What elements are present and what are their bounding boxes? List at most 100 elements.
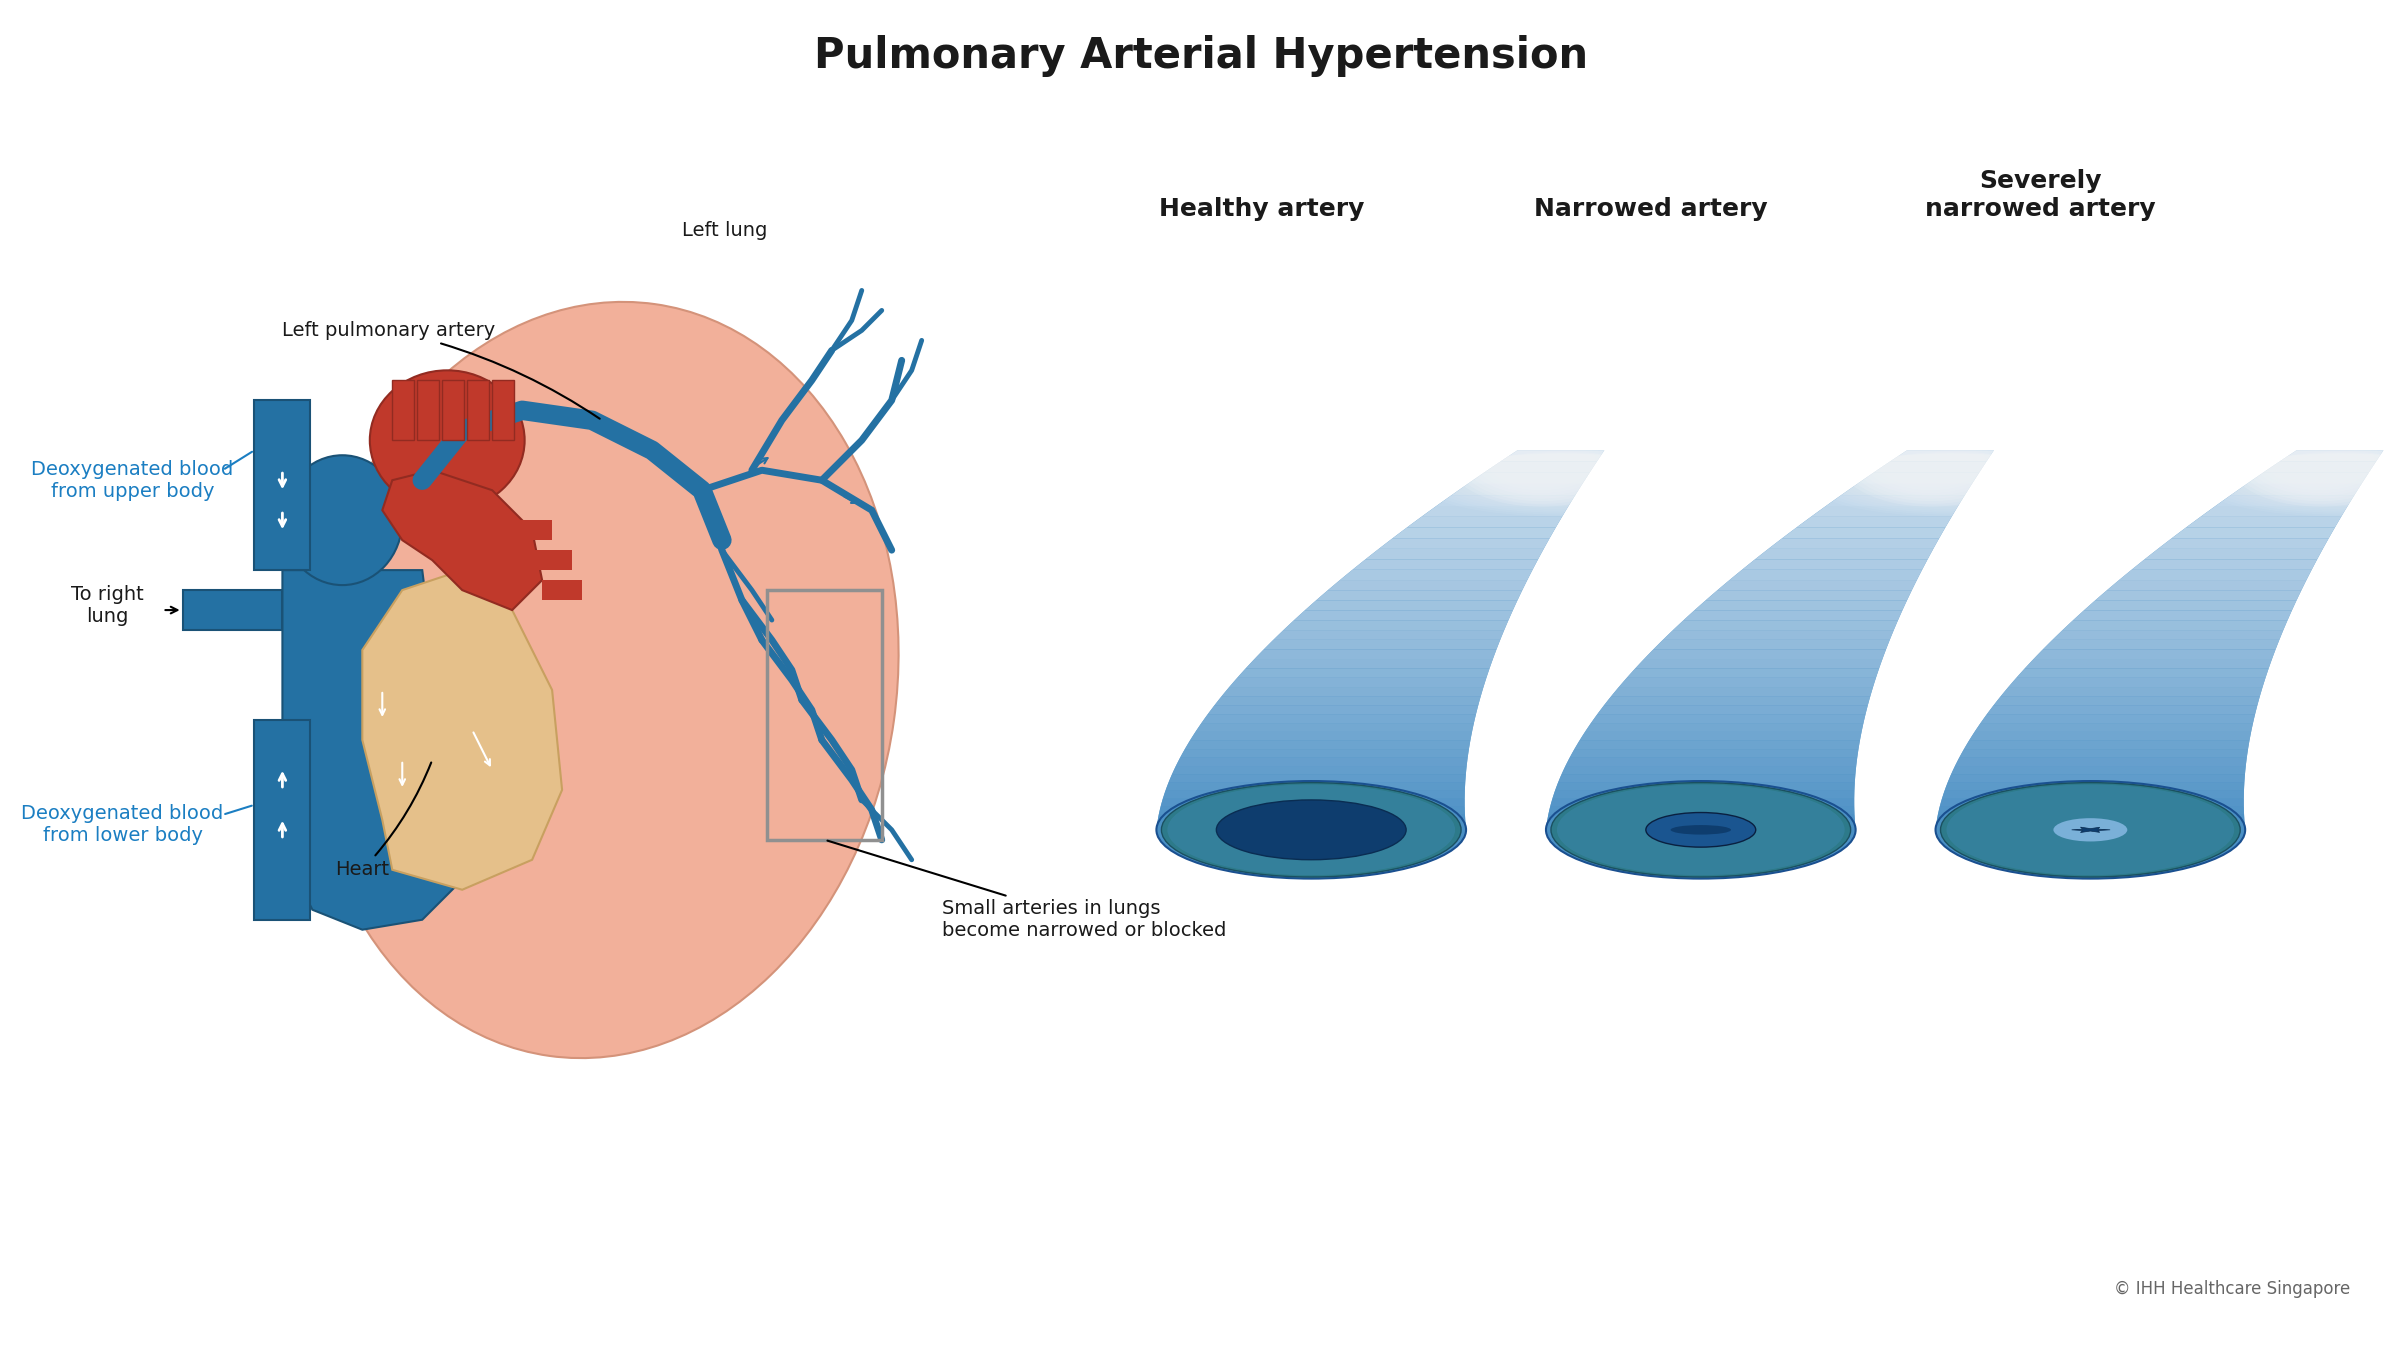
Polygon shape [1284, 620, 1507, 630]
Ellipse shape [1670, 825, 1730, 834]
Bar [391, 381, 415, 440]
Polygon shape [1406, 517, 1562, 528]
Polygon shape [1157, 814, 1466, 822]
Text: Narrowed artery: Narrowed artery [1534, 197, 1769, 220]
Ellipse shape [1454, 417, 1630, 504]
Bar [442, 381, 463, 440]
Polygon shape [1164, 791, 1464, 799]
Polygon shape [1222, 687, 1483, 697]
Polygon shape [382, 470, 542, 610]
Ellipse shape [1558, 784, 1846, 875]
Bar [768, 590, 881, 840]
Polygon shape [1706, 590, 1913, 601]
Bar [468, 381, 490, 440]
Polygon shape [1682, 610, 1903, 620]
Ellipse shape [305, 302, 898, 1058]
Ellipse shape [2218, 454, 2400, 510]
Polygon shape [1548, 814, 1855, 822]
Polygon shape [1874, 462, 1987, 472]
Text: Left pulmonary artery: Left pulmonary artery [283, 321, 600, 418]
Ellipse shape [2227, 414, 2400, 506]
Ellipse shape [283, 455, 403, 585]
Polygon shape [1673, 620, 1898, 630]
Polygon shape [2119, 570, 2311, 580]
Polygon shape [1555, 783, 1855, 791]
Polygon shape [1618, 678, 1877, 687]
Polygon shape [1994, 697, 2261, 705]
Polygon shape [2062, 620, 2287, 630]
Ellipse shape [1464, 423, 1618, 498]
Ellipse shape [1481, 431, 1601, 490]
Polygon shape [1181, 749, 1469, 757]
Polygon shape [2246, 472, 2369, 485]
Polygon shape [1339, 570, 1534, 580]
Polygon shape [1858, 472, 1980, 485]
Bar [254, 720, 310, 919]
Polygon shape [1392, 528, 1555, 539]
Polygon shape [1783, 528, 1946, 539]
Polygon shape [1826, 495, 1966, 506]
Polygon shape [1548, 806, 1855, 814]
Ellipse shape [2206, 454, 2400, 514]
Polygon shape [1570, 749, 1858, 757]
Ellipse shape [1217, 801, 1406, 860]
Polygon shape [2083, 601, 2297, 610]
Polygon shape [2042, 640, 2280, 649]
Polygon shape [1769, 539, 1939, 549]
Ellipse shape [1476, 428, 1606, 493]
Text: To right
lung: To right lung [72, 585, 144, 625]
Polygon shape [1956, 757, 2246, 765]
Ellipse shape [1166, 784, 1454, 875]
Ellipse shape [2254, 428, 2386, 493]
Ellipse shape [2232, 417, 2400, 504]
Polygon shape [1644, 649, 1886, 659]
Polygon shape [2107, 580, 2306, 590]
Polygon shape [1610, 687, 1872, 697]
Ellipse shape [2249, 425, 2390, 495]
Ellipse shape [1942, 783, 2239, 878]
Ellipse shape [1865, 428, 1997, 493]
Polygon shape [1841, 485, 1973, 495]
Text: © IHH Healthcare Singapore: © IHH Healthcare Singapore [2114, 1280, 2350, 1299]
Ellipse shape [1447, 414, 1634, 506]
Polygon shape [1937, 806, 2244, 814]
Bar [511, 520, 552, 540]
Text: Healthy artery: Healthy artery [1159, 197, 1363, 220]
Polygon shape [1169, 775, 1466, 783]
Polygon shape [2071, 828, 2110, 833]
Polygon shape [2033, 649, 2275, 659]
Text: Deoxygenated blood
from lower body: Deoxygenated blood from lower body [22, 805, 223, 845]
Ellipse shape [1826, 454, 2074, 510]
Polygon shape [1937, 814, 2244, 822]
Ellipse shape [1812, 454, 2090, 517]
Polygon shape [1546, 451, 1994, 830]
Ellipse shape [1421, 454, 1699, 517]
Polygon shape [1565, 757, 1858, 765]
Bar [254, 401, 310, 570]
Polygon shape [1627, 668, 1879, 678]
Polygon shape [1949, 775, 2244, 783]
Polygon shape [1603, 697, 1870, 705]
Polygon shape [1795, 517, 1951, 528]
Polygon shape [1366, 549, 1543, 559]
Polygon shape [1958, 749, 2249, 757]
Polygon shape [1166, 783, 1466, 791]
Ellipse shape [1550, 783, 1850, 878]
Ellipse shape [2213, 454, 2400, 513]
Polygon shape [1598, 705, 1867, 714]
Polygon shape [1891, 451, 1994, 462]
Ellipse shape [1433, 454, 1690, 513]
Text: Severely
narrowed artery: Severely narrowed artery [1925, 169, 2155, 220]
Ellipse shape [1848, 420, 2014, 501]
Polygon shape [1546, 822, 1855, 830]
Text: Left lung: Left lung [682, 221, 768, 240]
Ellipse shape [1860, 425, 2002, 495]
Bar [533, 551, 571, 570]
Polygon shape [2201, 506, 2347, 517]
Ellipse shape [1646, 813, 1757, 848]
Polygon shape [2186, 517, 2340, 528]
Ellipse shape [1438, 454, 1685, 510]
Polygon shape [1574, 741, 1860, 749]
Polygon shape [1562, 765, 1855, 775]
Polygon shape [1975, 724, 2254, 732]
